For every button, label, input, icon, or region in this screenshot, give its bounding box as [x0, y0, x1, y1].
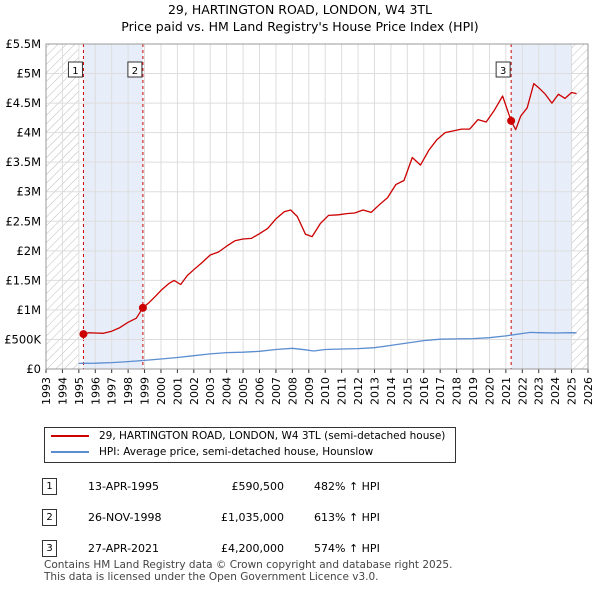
sale-label-box: [127, 61, 143, 78]
price-chart: 1 2 3 £0 £500K £1M £1.5M £2M £2.5M £3M £3.5M £4M £4…: [4, 37, 595, 405]
sale-date: 13-APR-1995: [88, 480, 160, 493]
no-data-hatch: [571, 44, 588, 369]
table-row: 2 26-NOV-1998 £1,035,000 613% ↑ HPI: [42, 502, 380, 533]
plot-frame: [45, 43, 589, 370]
sale-label-number: 2: [132, 66, 138, 77]
legend-property-swatch: [51, 435, 89, 437]
x-tick-label: 2024: [549, 377, 562, 405]
sale-number-badge: 1: [42, 478, 57, 495]
sale-date: 27-APR-2021: [88, 542, 160, 555]
x-tick-label: 2009: [303, 377, 316, 405]
x-tick-label: 2020: [483, 377, 496, 405]
x-tick-label: 2005: [237, 377, 250, 405]
x-tick-label: 1995: [73, 377, 86, 405]
ownership-band: [511, 44, 572, 369]
sale-hpi-change: 482% ↑ HPI: [314, 480, 380, 493]
sale-price: £4,200,000: [221, 542, 284, 555]
x-tick-label: 1999: [139, 377, 152, 405]
y-tick-label: £3.5M: [5, 155, 41, 169]
x-tick-label: 2002: [188, 377, 201, 405]
sale-label-number: 3: [500, 66, 506, 77]
sale-date: 26-NOV-1998: [88, 511, 162, 524]
x-tick-label: 2012: [352, 377, 365, 405]
y-tick-label: £500K: [4, 332, 41, 346]
x-tick-label: 2000: [155, 377, 168, 405]
y-tick-label: £4M: [16, 126, 41, 140]
x-tick-label: 2018: [451, 377, 464, 405]
chart-legend: 29, HARTINGTON ROAD, LONDON, W4 3TL (sem…: [44, 427, 456, 463]
y-tick-label: £4.5M: [5, 96, 41, 110]
x-tick-label: 1997: [106, 377, 119, 405]
sale-point: [507, 116, 516, 125]
x-tick-label: 1994: [56, 377, 69, 405]
x-tick-label: 2013: [368, 377, 381, 405]
x-tick-label: 2003: [204, 377, 217, 405]
sale-label-box: [67, 61, 83, 78]
table-row: 1 13-APR-1995 £590,500 482% ↑ HPI: [42, 471, 380, 502]
x-tick-label: 2019: [467, 377, 480, 405]
hpi-line: [78, 331, 577, 365]
x-tick-label: 2001: [171, 377, 184, 405]
sale-hpi-change: 574% ↑ HPI: [314, 542, 380, 555]
x-tick-label: 2015: [401, 377, 414, 405]
y-tick-label: £5M: [16, 67, 41, 81]
x-tick-label: 2008: [286, 377, 299, 405]
footer-copyright: Contains HM Land Registry data © Crown c…: [44, 559, 453, 571]
sale-label-number: 1: [72, 66, 78, 77]
legend-hpi-swatch: [51, 451, 89, 453]
x-tick-label: 2014: [385, 377, 398, 405]
x-tick-label: 1993: [40, 377, 53, 405]
y-tick-label: £2.5M: [5, 214, 41, 228]
y-tick-label: £1.5M: [5, 273, 41, 287]
y-tick-label: £2M: [16, 244, 41, 258]
sale-point: [79, 330, 88, 339]
x-tick-label: 2010: [319, 377, 332, 405]
sale-label-box: [495, 61, 511, 78]
sale-point: [138, 303, 147, 312]
x-tick-label: 1996: [89, 377, 102, 405]
x-tick-label: 1998: [122, 377, 135, 405]
x-tick-label: 2011: [336, 377, 349, 405]
x-tick-label: 2021: [500, 377, 513, 405]
sale-price: £1,035,000: [221, 511, 284, 524]
sale-hpi-change: 613% ↑ HPI: [314, 511, 380, 524]
x-tick-label: 2007: [270, 377, 283, 405]
y-tick-label: £1M: [16, 303, 41, 317]
chart-title-subtitle: Price paid vs. HM Land Registry's House …: [121, 19, 479, 34]
chart-title-address: 29, HARTINGTON ROAD, LONDON, W4 3TL: [167, 2, 433, 17]
legend-item-property: 29, HARTINGTON ROAD, LONDON, W4 3TL (sem…: [51, 428, 445, 444]
x-tick-label: 2004: [221, 377, 234, 405]
x-tick-label: 2006: [254, 377, 267, 405]
y-tick-label: £5.5M: [5, 37, 41, 51]
table-row: 3 27-APR-2021 £4,200,000 574% ↑ HPI: [42, 533, 380, 564]
legend-hpi-label: HPI: Average price, semi-detached house,…: [99, 446, 374, 458]
x-tick-label: 2016: [418, 377, 431, 405]
sale-price: £590,500: [231, 480, 285, 493]
x-tick-label: 2022: [516, 377, 529, 405]
ownership-band: [83, 44, 143, 369]
sales-table: 1 13-APR-1995 £590,500 482% ↑ HPI 2 26-N…: [42, 471, 380, 564]
y-tick-label: £3M: [16, 185, 41, 199]
sale-number-badge: 3: [42, 540, 57, 557]
x-tick-label: 2025: [566, 377, 579, 405]
footer-licence: This data is licensed under the Open Gov…: [44, 571, 379, 583]
x-tick-label: 2023: [533, 377, 546, 405]
x-tick-label: 2026: [582, 377, 595, 405]
footer-attribution: Contains HM Land Registry data © Crown c…: [44, 559, 452, 583]
legend-property-label: 29, HARTINGTON ROAD, LONDON, W4 3TL (sem…: [99, 430, 446, 442]
legend-item-hpi: HPI: Average price, semi-detached house,…: [51, 444, 373, 460]
sale-number-badge: 2: [42, 509, 57, 526]
x-tick-label: 2017: [434, 377, 447, 405]
y-tick-label: £0: [26, 362, 41, 376]
